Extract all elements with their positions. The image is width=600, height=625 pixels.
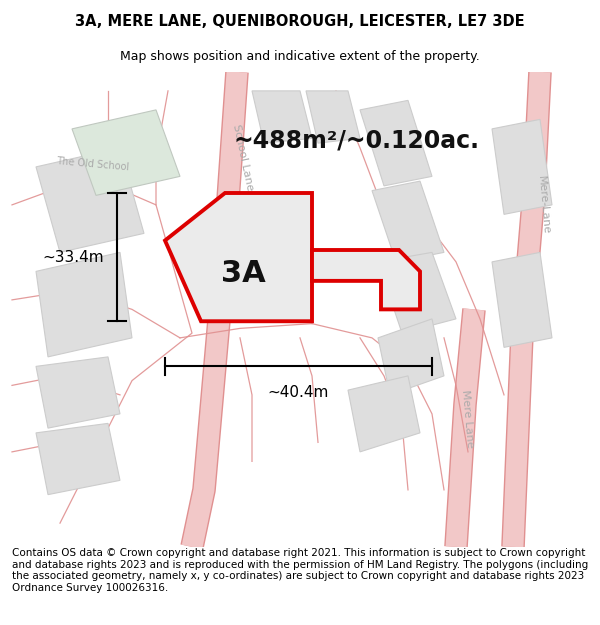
Text: Mere-Lane: Mere-Lane bbox=[535, 175, 551, 234]
Polygon shape bbox=[36, 357, 120, 428]
Polygon shape bbox=[360, 101, 432, 186]
Polygon shape bbox=[36, 423, 120, 494]
Polygon shape bbox=[252, 91, 312, 143]
Text: ~33.4m: ~33.4m bbox=[42, 249, 104, 264]
Text: ~488m²/~0.120ac.: ~488m²/~0.120ac. bbox=[234, 129, 480, 152]
Text: ~40.4m: ~40.4m bbox=[268, 385, 329, 400]
Polygon shape bbox=[492, 253, 552, 348]
Polygon shape bbox=[492, 119, 552, 214]
Polygon shape bbox=[72, 110, 180, 196]
Polygon shape bbox=[312, 250, 420, 309]
Text: Mere Lane: Mere Lane bbox=[460, 389, 476, 448]
Polygon shape bbox=[378, 253, 456, 333]
Polygon shape bbox=[36, 253, 132, 357]
Polygon shape bbox=[306, 91, 360, 143]
Text: Map shows position and indicative extent of the property.: Map shows position and indicative extent… bbox=[120, 49, 480, 62]
Polygon shape bbox=[378, 319, 444, 395]
Text: School Lane: School Lane bbox=[231, 123, 255, 191]
Polygon shape bbox=[348, 376, 420, 452]
Polygon shape bbox=[372, 181, 444, 262]
Polygon shape bbox=[36, 148, 144, 253]
Text: 3A: 3A bbox=[221, 259, 265, 288]
Text: 3A, MERE LANE, QUENIBOROUGH, LEICESTER, LE7 3DE: 3A, MERE LANE, QUENIBOROUGH, LEICESTER, … bbox=[75, 14, 525, 29]
Text: The Old School: The Old School bbox=[56, 156, 130, 172]
Polygon shape bbox=[165, 193, 312, 321]
Text: Contains OS data © Crown copyright and database right 2021. This information is : Contains OS data © Crown copyright and d… bbox=[12, 548, 588, 593]
